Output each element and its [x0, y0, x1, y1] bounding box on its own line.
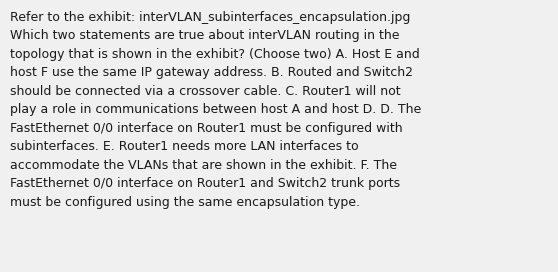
- Text: Refer to the exhibit: interVLAN_subinterfaces_encapsulation.jpg
Which two statem: Refer to the exhibit: interVLAN_subinter…: [10, 11, 421, 209]
